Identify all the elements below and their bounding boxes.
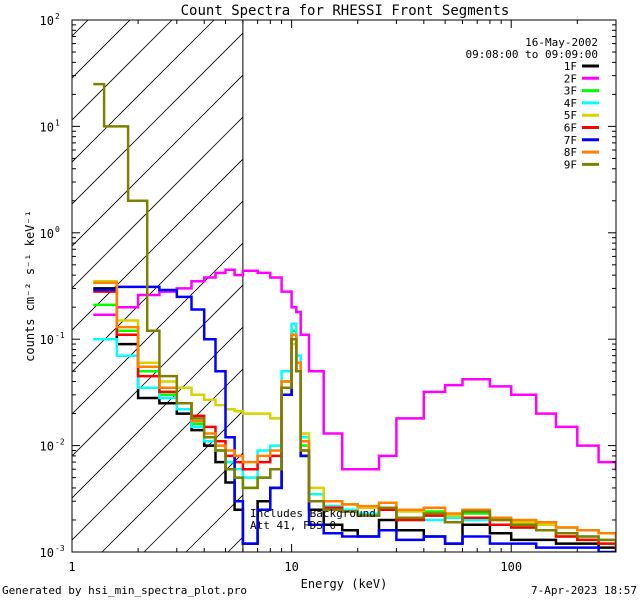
y-tick-label: 10 -1 — [40, 331, 65, 347]
y-tick-base: 10 — [40, 546, 54, 560]
y-tick-base: 10 — [40, 120, 54, 134]
y-tick-label: 10 -3 — [40, 544, 65, 560]
legend-label: 8F — [564, 146, 577, 159]
y-tick-base: 10 — [40, 333, 54, 347]
y-tick-base: 10 — [40, 440, 54, 454]
series-9F — [93, 82, 616, 545]
y-tick-label: 10 1 — [40, 118, 60, 134]
x-tick-label: 1 — [68, 560, 75, 574]
series-2F — [93, 268, 616, 471]
date-label: 16-May-2002 — [525, 36, 598, 49]
y-tick-base: 10 — [40, 227, 54, 241]
y-tick-exponent: -3 — [55, 544, 65, 553]
time-range-label: 09:08:00 to 09:09:00 — [466, 48, 598, 61]
hatch-line — [270, 0, 640, 552]
hatch-line — [72, 158, 243, 331]
y-tick-exponent: 0 — [55, 225, 60, 234]
generated-by-label: Generated by hsi_min_spectra_plot.pro — [2, 584, 247, 597]
hatch-line — [72, 284, 243, 457]
hatch-line — [101, 410, 243, 552]
legend-label: 4F — [564, 97, 577, 110]
axes — [71, 19, 617, 553]
chart-title: Count Spectra for RHESSI Front Segments — [181, 3, 510, 19]
hatch-line — [72, 326, 243, 499]
legend-label: 5F — [564, 109, 577, 122]
legend-label: 6F — [564, 122, 577, 135]
attenuator-note: Att 41, FDS 0 — [250, 519, 336, 532]
legend-label: 1F — [564, 60, 577, 73]
x-tick-label: 10 — [284, 560, 298, 574]
background-note: Includes Background — [250, 507, 376, 520]
y-tick-base: 10 — [40, 14, 54, 28]
legend-label: 2F — [564, 72, 577, 85]
hatch-line — [72, 32, 243, 205]
hatch-line — [606, 0, 640, 552]
hatch-line — [72, 242, 243, 415]
hatch-line — [72, 20, 89, 37]
x-tick-labels: 1 10 100 — [68, 560, 522, 574]
timestamp-label: 7-Apr-2023 18:57 — [531, 584, 637, 597]
x-tick-label: 100 — [500, 560, 522, 574]
hatch-line — [72, 368, 243, 541]
y-tick-exponent: 2 — [55, 12, 60, 21]
attenuated-region — [72, 0, 640, 552]
hatch-line — [396, 0, 640, 552]
hatch-line — [72, 116, 243, 289]
y-tick-label: 10 2 — [40, 12, 60, 28]
hatch-line — [354, 0, 640, 552]
legend-label: 7F — [564, 134, 577, 147]
hatch-line — [227, 536, 243, 552]
series-8F — [93, 281, 616, 538]
y-tick-label: 10 -2 — [40, 438, 65, 454]
legend-label: 9F — [564, 158, 577, 171]
legend-label: 3F — [564, 85, 577, 98]
hatch-line — [522, 0, 640, 552]
hatch-line — [438, 0, 640, 552]
y-tick-exponent: -1 — [55, 331, 65, 340]
hatch-line — [72, 20, 173, 121]
plot-frame — [71, 19, 617, 553]
y-tick-exponent: 1 — [55, 118, 60, 127]
series-group — [93, 82, 616, 552]
y-axis-label: counts cm⁻² s⁻¹ keV⁻¹ — [23, 210, 37, 362]
hatch-lines — [72, 0, 640, 552]
hatch-line — [72, 74, 243, 247]
hatch-line — [72, 20, 215, 163]
series-5F — [93, 280, 616, 538]
y-tick-label: 10 0 — [40, 225, 60, 241]
y-tick-exponent: -2 — [55, 438, 65, 447]
hatch-line — [72, 200, 243, 373]
x-axis-label: Energy (keV) — [301, 577, 388, 591]
